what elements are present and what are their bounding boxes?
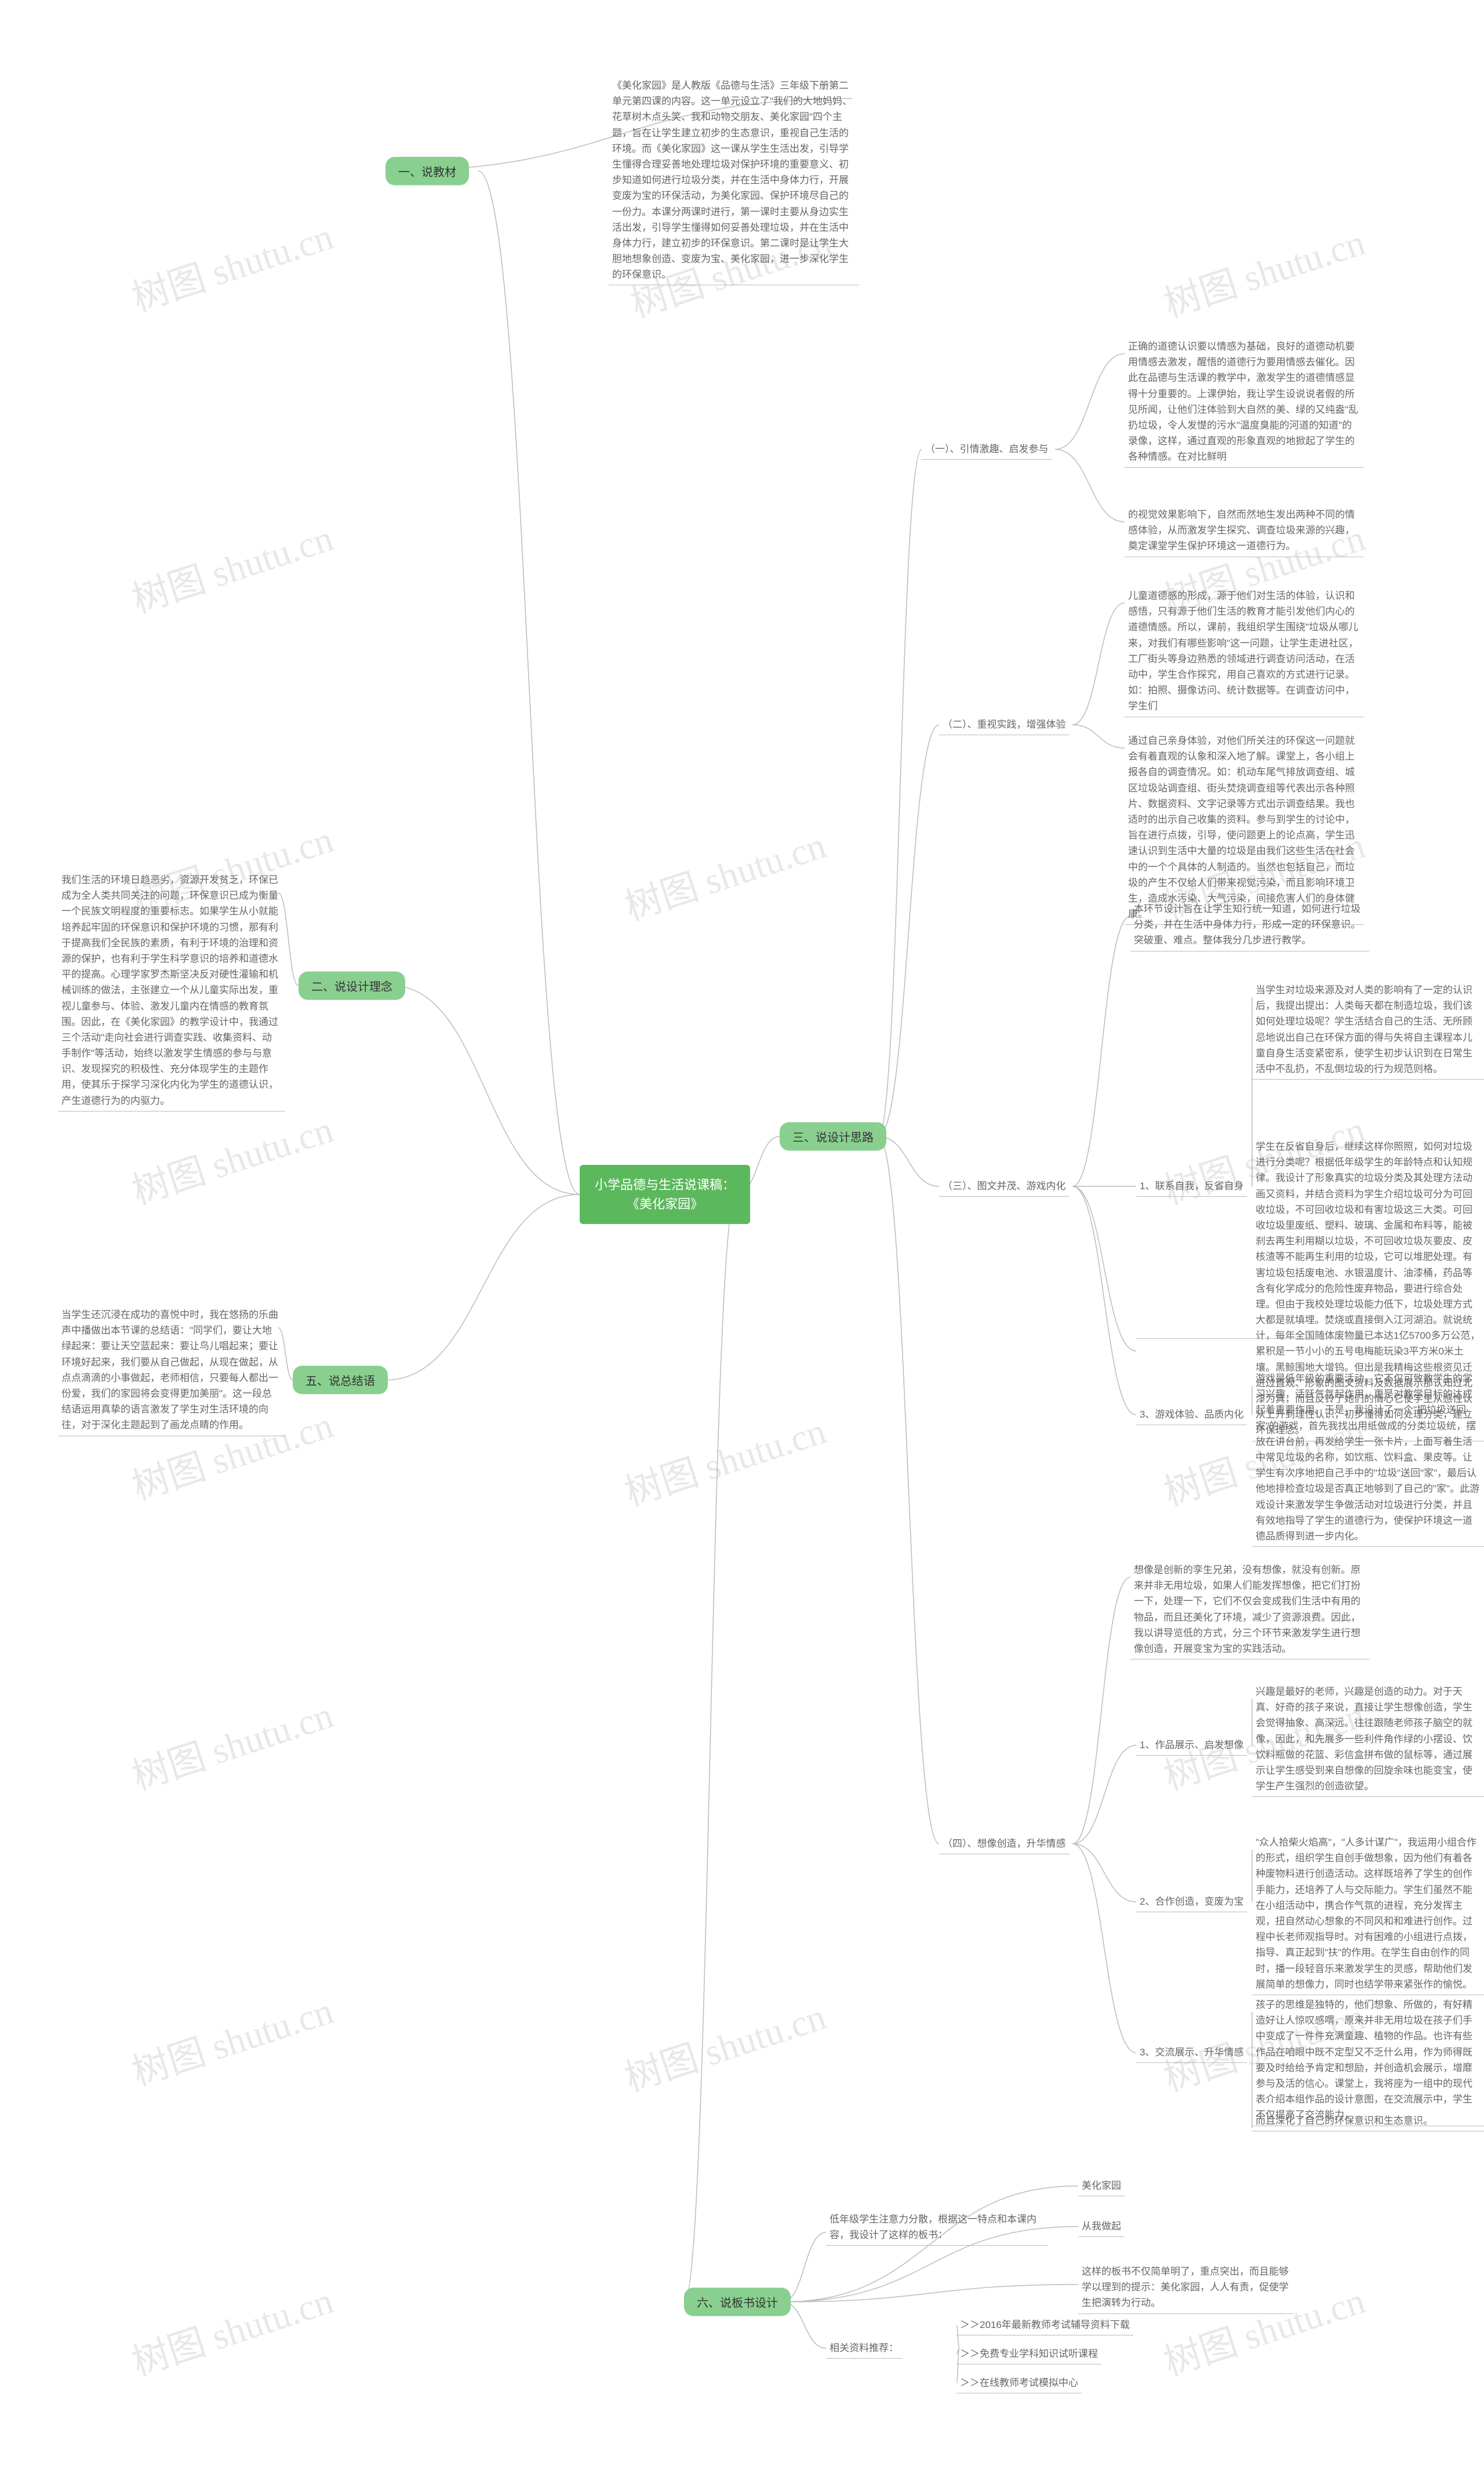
text-block: 低年级学生注意力分散，根据这一特点和本课内容，我设计了这样的板书： — [826, 2209, 1047, 2246]
node-l2-node[interactable]: （四）、想像创造，升华情感 — [939, 1833, 1070, 1854]
text-block: 当学生还沉浸在成功的喜悦中时，我在悠扬的乐曲声中播做出本节课的总结语："同学们，… — [58, 1305, 285, 1436]
text-block: 孩子的思维是独特的，他们想象、所做的，有好精造好让人惊叹感喟，原来并非无用垃圾在… — [1252, 1995, 1484, 2126]
node-l3-node[interactable]: 1、作品展示、启发想像 — [1136, 1735, 1247, 1756]
node-l3-node[interactable]: 3、交流展示、升华情感 — [1136, 2042, 1247, 2063]
text-block: 当学生对垃圾来源及对人类的影响有了一定的认识后，我提出提出：人类每天都在制造垃圾… — [1252, 980, 1484, 1080]
text-block: 游戏是低年级的重要活动，它不仅可致教学生的学习兴趣，活跃气氛起作用，更是对教学目… — [1252, 1368, 1484, 1547]
text-block: 我们生活的环境日趋恶劣，资源开发贫乏，环保已成为全人类共同关注的问题，环保意识已… — [58, 870, 285, 1112]
text-block: 想像是创新的孪生兄弟，没有想像，就没有创新。原来并非无用垃圾，如果人们能发挥想像… — [1130, 1560, 1369, 1659]
node-l3-node[interactable]: 1、联系自我，反省自身 — [1136, 1176, 1247, 1197]
node-l1-node[interactable]: 六、说板书设计 — [684, 2288, 791, 2316]
node-l2-node[interactable]: （二）、重视实践，增强体验 — [939, 714, 1070, 735]
node-l3-node[interactable]: ＞＞在线教师考试模拟中心 — [956, 2373, 1082, 2394]
node-l2-node[interactable]: 美化家园 — [1078, 2175, 1125, 2196]
text-block: 儿童道德感的形成，源于他们对生活的体验，认识和感悟，只有源于他们生活的教育才能引… — [1125, 586, 1363, 717]
node-l3-node[interactable]: 3、游戏体验、品质内化 — [1136, 1404, 1247, 1425]
node-l1-node[interactable]: 三、说设计思路 — [780, 1123, 886, 1151]
text-block: 本环节设计旨在让学生知行统一知道，如何进行垃圾分类，并在生活中身体力行，形成一定… — [1130, 899, 1369, 951]
node-l1-node[interactable]: 一、说教材 — [385, 157, 469, 186]
node-l2-node[interactable]: （一）、引情激趣、启发参与 — [922, 439, 1052, 460]
text-block: 的视觉效果影响下，自然而然地生发出两种不同的情感体验，从而激发学生探究、调查垃圾… — [1125, 504, 1363, 557]
node-l3-node[interactable]: ＞＞2016年最新教师考试辅导资料下载 — [956, 2315, 1133, 2336]
node-l2-node[interactable]: 相关资料推荐： — [826, 2338, 902, 2359]
node-l1-node[interactable]: 二、说设计理念 — [299, 972, 405, 1000]
node-l2-node[interactable]: 从我做起 — [1078, 2216, 1125, 2237]
root-node[interactable]: 小学品德与生活说课稿： 《美化家园》 — [580, 1165, 750, 1224]
text-block: 正确的道德认识要以情感为基础，良好的道德动机要用情感去激发，醒悟的道德行为要用情… — [1125, 336, 1363, 468]
text-block — [1136, 1334, 1375, 1339]
text-block: 《美化家园》是人教版《品德与生活》三年级下册第二单元第四课的内容。这一单元设立了… — [609, 75, 859, 285]
node-l2-node[interactable]: （三）、图文并茂、游戏内化 — [939, 1176, 1070, 1197]
node-l1-node[interactable]: 五、说总结语 — [293, 1366, 388, 1394]
text-block: 而且深化了自己的环保意识和生态意识。 — [1252, 2111, 1484, 2131]
node-l3-node[interactable]: 2、合作创造，变废为宝 — [1136, 1891, 1247, 1912]
text-block: "众人拾柴火焰高"，"人多计谋广"，我运用小组合作的形式，组织学生自创手做想象，… — [1252, 1832, 1484, 1995]
mindmap-stage: 树图 shutu.cn树图 shutu.cn树图 shutu.cn树图 shut… — [0, 0, 1484, 2477]
node-l3-node[interactable]: ＞＞免费专业学科知识试听课程 — [956, 2344, 1101, 2365]
text-block: 这样的板书不仅简单明了，重点突出，而且能够学以理到的提示：美化家园，人人有责，促… — [1078, 2261, 1294, 2314]
text-block: 通过自己亲身体验，对他们所关注的环保这一问题就会有着直观的认象和深入地了解。课堂… — [1125, 731, 1363, 925]
text-block: 兴趣是最好的老师，兴趣是创造的动力。对于天真、好奇的孩子来说，直接让学生想像创造… — [1252, 1681, 1484, 1797]
